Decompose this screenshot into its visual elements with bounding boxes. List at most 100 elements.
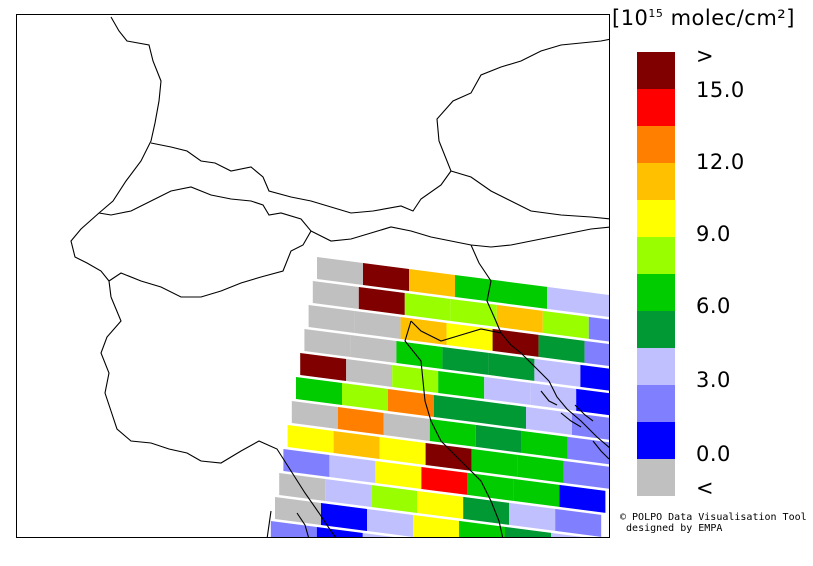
swath-pixel [363,262,409,291]
swath-pixel [421,466,468,495]
border-austria-italy [310,226,609,248]
swath-pixel [312,281,359,309]
colorbar-swatch [637,385,675,422]
swath-pixel [296,377,342,405]
unit-label: [1015 molec/cm²] [612,6,812,30]
swath-pixel [354,310,401,339]
swath-pixel [521,430,568,459]
swath-pixel [567,436,609,465]
swath-pixel [325,478,372,507]
swath-pixel [379,436,426,465]
colorbar-swatch [637,311,675,348]
colorbar-swatch [637,274,675,311]
swath-pixel [446,322,493,351]
credit-line-2: designed by EMPA [626,523,723,534]
border-italy-france [100,296,202,462]
swath-pixel [404,292,451,321]
corsica-coast [266,510,272,537]
unit-prefix: [10 [612,6,649,30]
swath-pixel [438,370,485,399]
map-canvas[interactable] [17,15,610,538]
coast-croatia-islands [540,390,609,460]
swath-pixel [584,340,609,367]
border-switzerland [98,186,312,298]
swath-pixel [317,257,363,285]
colorbar-swatch [637,200,675,237]
colorbar-swatch [637,459,675,496]
swath-pixel [463,496,510,525]
swath-pixel [467,472,514,501]
colorbar-swatch [637,237,675,274]
swath-pixel [308,305,355,333]
colorbar [637,52,675,496]
swath-pixel [555,508,602,537]
elba-coast [296,512,310,537]
swath-pixel [471,448,518,477]
satellite-swath-layer [270,257,609,537]
colorbar-swatch [637,163,675,200]
swath-pixel [517,454,564,483]
swath-pixel [513,478,560,507]
border-austria-east [450,170,609,220]
colorbar-swatch [637,126,675,163]
swath-pixel [337,406,384,435]
swath-pixel [559,484,606,513]
swath-pixel [576,388,609,416]
colorbar-label: 0.0 [696,442,731,466]
swath-pixel [501,280,547,309]
swath-pixel [563,460,609,489]
colorbar-label: > [696,44,715,68]
swath-pixel [275,497,321,525]
swath-pixel [362,532,394,537]
swath-pixel [388,388,434,417]
coast-croatia [548,380,609,449]
colorbar-label: 12.0 [696,150,745,174]
swath-pixel [593,292,609,317]
swath-pixel [450,298,497,327]
colorbar-label: < [696,476,715,500]
colorbar-swatch [637,422,675,459]
swath-pixel [459,520,505,537]
swath-pixel [283,449,330,477]
swath-pixel [413,514,459,537]
map-panel[interactable] [16,14,610,538]
swath-pixel [304,329,351,357]
coast-italy-west [200,440,337,537]
swath-pixel [316,526,363,537]
swath-pixel [279,473,326,501]
swath-pixel [383,412,430,441]
border-germany-austria [150,38,609,214]
coast-adriatic-north [410,320,550,382]
colorbar-label: 3.0 [696,368,731,392]
swath-pixel [588,316,609,342]
swath-pixel [434,394,480,423]
swath-pixel [300,353,347,381]
swath-pixel [547,286,593,315]
unit-exponent: 15 [648,7,664,20]
swath-pixel [350,334,397,363]
swath-pixel [417,490,464,519]
swath-pixel [409,268,455,297]
swath-pixel [505,526,551,537]
swath-pixel [509,502,556,531]
swath-pixel [425,442,472,471]
swath-pixel [429,418,476,447]
unit-suffix: molec/cm²] [663,6,795,30]
swath-pixel [270,521,317,537]
swath-pixel [534,358,581,387]
colorbar-swatch [637,348,675,385]
swath-pixel [572,412,609,440]
colorbar-swatch [637,52,675,89]
swath-pixel [396,340,443,369]
swath-pixel [526,406,572,435]
swath-pixel [333,430,380,459]
credit-text: © POLPO Data Visualisation Tool designed… [620,512,807,534]
colorbar-label: 15.0 [696,78,745,102]
swath-pixel [346,358,393,387]
swath-pixel [475,424,522,453]
swath-pixel [484,376,531,405]
colorbar-label: 6.0 [696,294,731,318]
swath-pixel [530,382,577,411]
swath-pixel [371,484,418,513]
border-france-germany [70,16,162,298]
